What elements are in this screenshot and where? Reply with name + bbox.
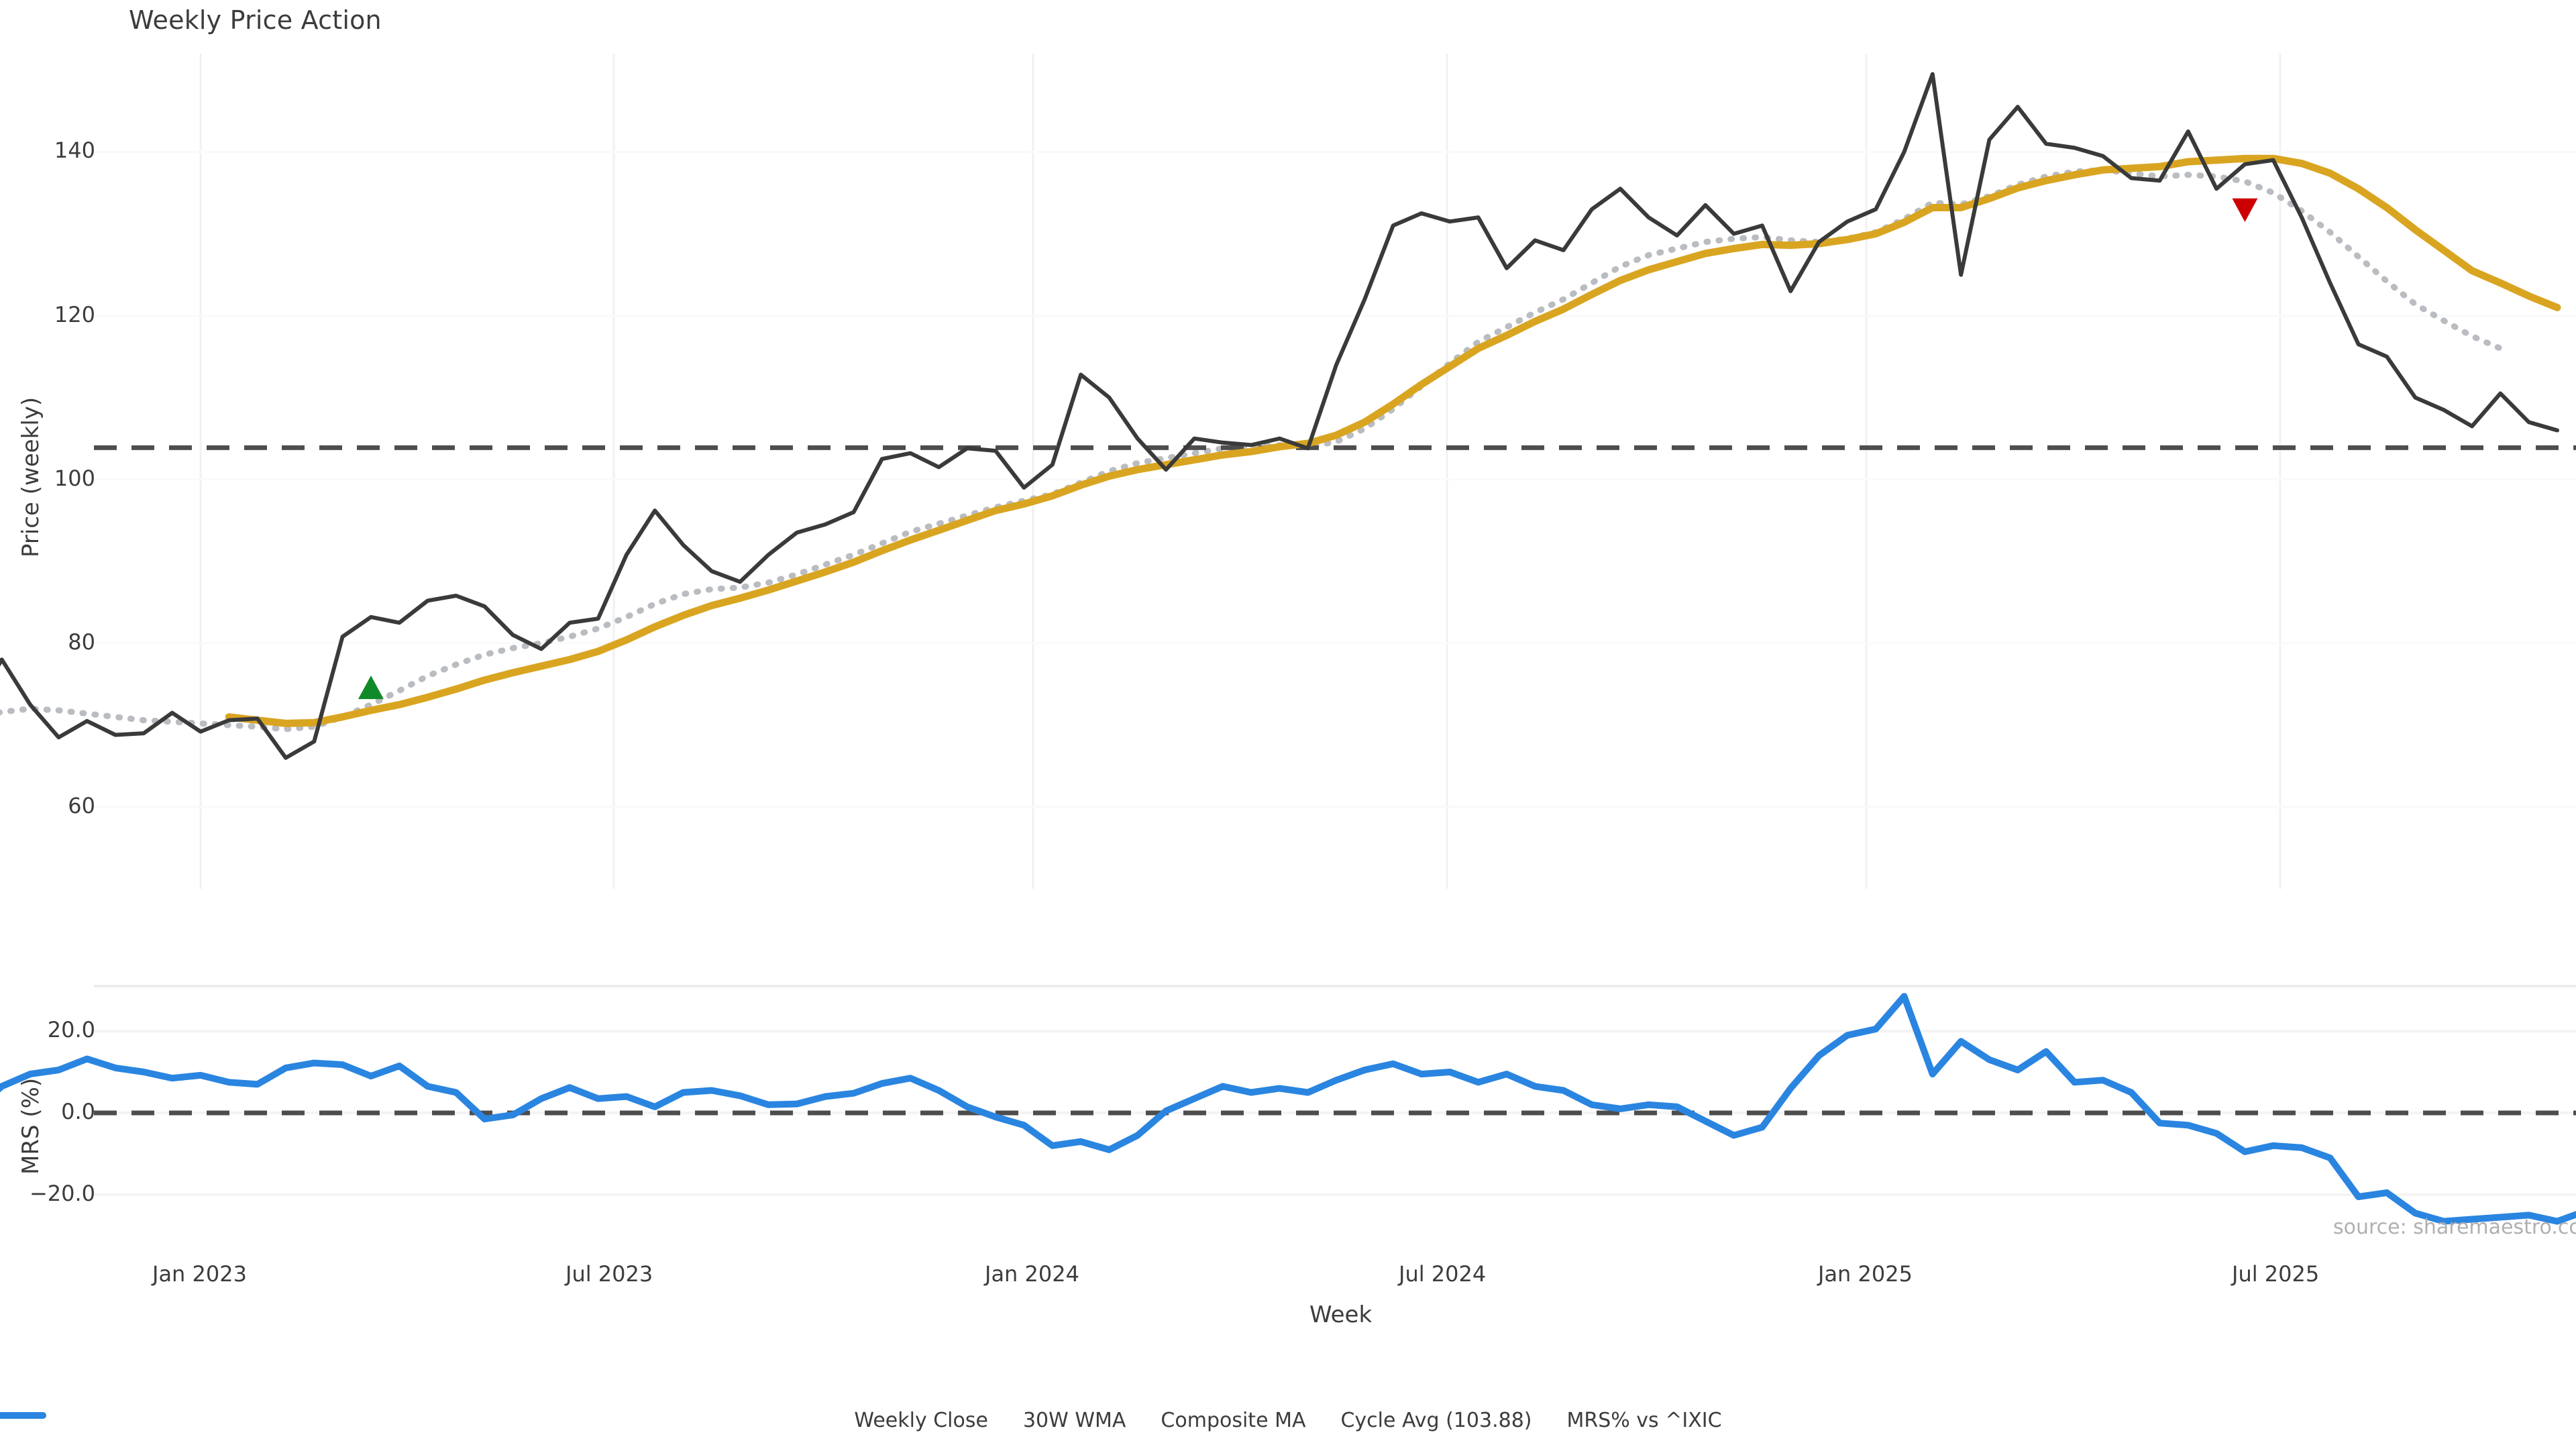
legend-item[interactable]: MRS% vs ^IXIC [0, 1409, 1722, 1432]
legend-label: Composite MA [1161, 1409, 1306, 1432]
x-tick-label: Jan 2025 [1818, 1261, 1913, 1287]
y-tick-label-price: 100 [54, 465, 95, 491]
y-tick-label-price: 140 [54, 138, 95, 164]
y-tick-label-price: 80 [68, 629, 95, 655]
legend-item[interactable]: Cycle Avg (103.88) [0, 1409, 1532, 1432]
x-tick-label: Jul 2024 [1399, 1261, 1487, 1287]
y-tick-label-mrs: 20.0 [47, 1017, 95, 1043]
sell-signal-marker [2232, 198, 2258, 222]
series-30w-wma [225, 154, 2561, 727]
x-tick-label: Jul 2023 [566, 1261, 653, 1287]
x-axis-label: Week [1309, 1301, 1373, 1328]
x-tick-label: Jan 2024 [985, 1261, 1079, 1287]
series-weekly-close [0, 72, 2559, 760]
buy-signal-marker [358, 675, 384, 700]
y-tick-label-mrs: 0.0 [61, 1099, 95, 1124]
legend-item[interactable]: Composite MA [0, 1409, 1306, 1432]
y-tick-label-price: 60 [68, 792, 95, 818]
mrs-axis-label: MRS (%) [17, 1077, 44, 1175]
line-solid-icon [0, 1412, 46, 1419]
legend-label: Cycle Avg (103.88) [1340, 1409, 1532, 1432]
series-mrs [0, 993, 2576, 1225]
legend-item[interactable]: Weekly Close [0, 1409, 988, 1432]
legend-item[interactable]: 30W WMA [0, 1409, 1126, 1432]
chart-title: Weekly Price Action [129, 5, 382, 35]
x-tick-label: Jan 2023 [152, 1261, 247, 1287]
legend-label: 30W WMA [1022, 1409, 1126, 1432]
source-watermark: source: sharemaestro.com [2333, 1216, 2576, 1239]
y-tick-label-mrs: −20.0 [29, 1180, 95, 1206]
y-tick-label-price: 120 [54, 301, 95, 327]
x-tick-label: Jul 2025 [2232, 1261, 2320, 1287]
legend-label: Weekly Close [854, 1409, 988, 1432]
series-composite-ma [0, 166, 2504, 733]
legend-label: MRS% vs ^IXIC [1566, 1409, 1722, 1432]
chart-legend: Weekly Close 30W WMA Composite MA Cycle Avg… [0, 1409, 2576, 1432]
